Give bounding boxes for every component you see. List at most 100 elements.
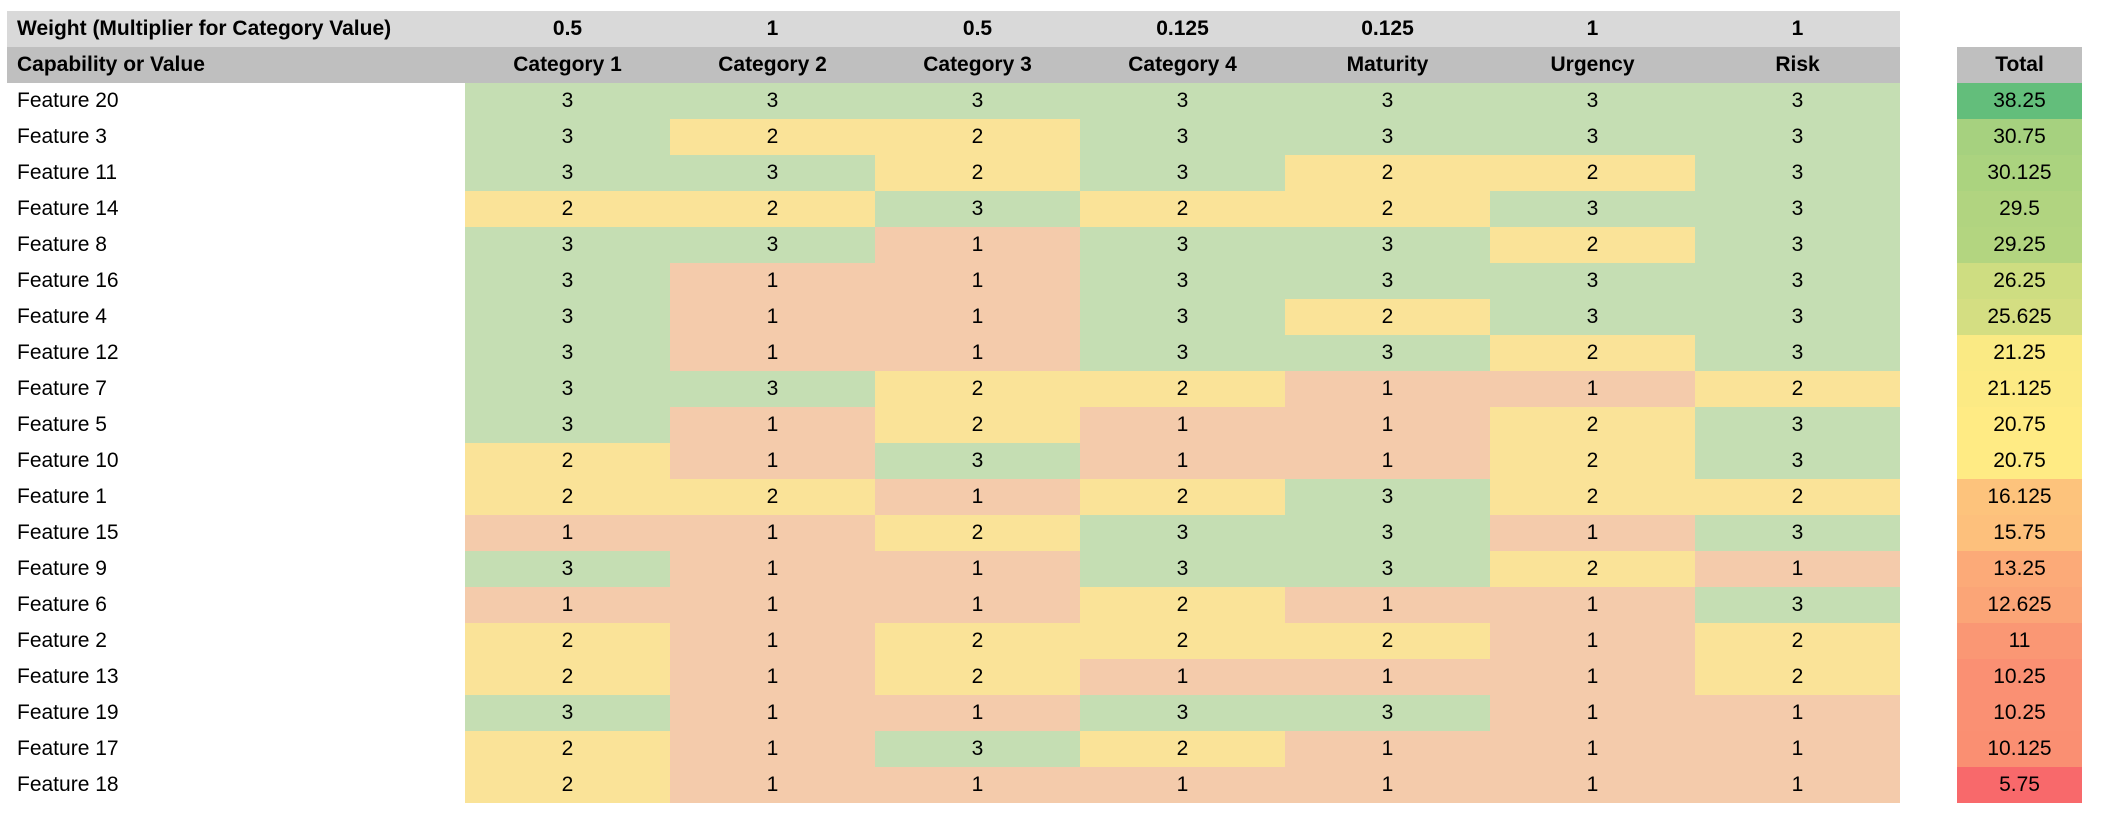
value-cell[interactable]: 1: [1490, 587, 1695, 623]
value-cell[interactable]: 2: [1080, 587, 1285, 623]
value-cell[interactable]: 3: [1285, 551, 1490, 587]
value-cell[interactable]: 2: [1490, 227, 1695, 263]
value-cell[interactable]: 1: [670, 767, 875, 803]
value-cell[interactable]: 3: [1695, 407, 1900, 443]
feature-label[interactable]: Feature 3: [17, 125, 107, 148]
value-cell[interactable]: 1: [1080, 767, 1285, 803]
value-cell[interactable]: 2: [670, 479, 875, 515]
column-header-risk[interactable]: Risk: [1695, 47, 1900, 83]
feature-label[interactable]: Feature 11: [17, 161, 118, 184]
feature-label[interactable]: Feature 9: [17, 557, 107, 580]
value-cell[interactable]: 1: [1490, 371, 1695, 407]
value-cell[interactable]: 1: [1285, 443, 1490, 479]
feature-label[interactable]: Feature 7: [17, 377, 107, 400]
feature-label[interactable]: Feature 19: [17, 701, 119, 724]
value-cell[interactable]: 3: [1080, 695, 1285, 731]
value-cell[interactable]: 2: [875, 407, 1080, 443]
value-cell[interactable]: 3: [670, 155, 875, 191]
total-cell[interactable]: 30.125: [1957, 155, 2082, 191]
value-cell[interactable]: 1: [670, 659, 875, 695]
value-cell[interactable]: 1: [1080, 407, 1285, 443]
value-cell[interactable]: 2: [875, 155, 1080, 191]
total-cell[interactable]: 5.75: [1957, 767, 2082, 803]
value-cell[interactable]: 2: [875, 119, 1080, 155]
value-cell[interactable]: 3: [1695, 155, 1900, 191]
value-cell[interactable]: 2: [465, 659, 670, 695]
value-cell[interactable]: 2: [1490, 551, 1695, 587]
weight-cell[interactable]: 0.5: [875, 11, 1080, 47]
value-cell[interactable]: 2: [875, 515, 1080, 551]
value-cell[interactable]: 1: [1695, 695, 1900, 731]
value-cell[interactable]: 3: [1490, 263, 1695, 299]
value-cell[interactable]: 3: [1285, 227, 1490, 263]
weight-cell[interactable]: 0.125: [1285, 11, 1490, 47]
value-cell[interactable]: 3: [875, 83, 1080, 119]
value-cell[interactable]: 3: [1080, 155, 1285, 191]
value-cell[interactable]: 3: [465, 83, 670, 119]
value-cell[interactable]: 3: [1080, 515, 1285, 551]
value-cell[interactable]: 2: [1490, 479, 1695, 515]
value-cell[interactable]: 2: [1490, 335, 1695, 371]
value-cell[interactable]: 3: [1695, 299, 1900, 335]
total-cell[interactable]: 11: [1957, 623, 2082, 659]
value-cell[interactable]: 1: [1695, 551, 1900, 587]
value-cell[interactable]: 1: [1285, 767, 1490, 803]
value-cell[interactable]: 3: [1695, 587, 1900, 623]
feature-label[interactable]: Feature 18: [17, 773, 119, 796]
value-cell[interactable]: 1: [1490, 695, 1695, 731]
value-cell[interactable]: 3: [465, 335, 670, 371]
column-header-category-2[interactable]: Category 2: [670, 47, 875, 83]
value-cell[interactable]: 3: [875, 191, 1080, 227]
value-cell[interactable]: 3: [465, 299, 670, 335]
value-cell[interactable]: 2: [1490, 155, 1695, 191]
value-cell[interactable]: 2: [465, 191, 670, 227]
value-cell[interactable]: 2: [1080, 479, 1285, 515]
value-cell[interactable]: 3: [1695, 515, 1900, 551]
feature-label[interactable]: Feature 4: [17, 305, 107, 328]
value-cell[interactable]: 1: [875, 335, 1080, 371]
value-cell[interactable]: 2: [875, 623, 1080, 659]
value-cell[interactable]: 1: [670, 299, 875, 335]
value-cell[interactable]: 1: [1490, 623, 1695, 659]
value-cell[interactable]: 3: [670, 371, 875, 407]
value-cell[interactable]: 1: [875, 299, 1080, 335]
value-cell[interactable]: 1: [670, 731, 875, 767]
value-cell[interactable]: 2: [1080, 623, 1285, 659]
total-cell[interactable]: 16.125: [1957, 479, 2082, 515]
value-cell[interactable]: 3: [1080, 299, 1285, 335]
value-cell[interactable]: 3: [1285, 695, 1490, 731]
value-cell[interactable]: 2: [1490, 407, 1695, 443]
value-cell[interactable]: 2: [1080, 191, 1285, 227]
value-cell[interactable]: 1: [875, 587, 1080, 623]
value-cell[interactable]: 2: [1695, 479, 1900, 515]
value-cell[interactable]: 2: [1695, 371, 1900, 407]
value-cell[interactable]: 3: [1080, 119, 1285, 155]
feature-label[interactable]: Feature 16: [17, 269, 119, 292]
value-cell[interactable]: 2: [1490, 443, 1695, 479]
value-cell[interactable]: 1: [670, 623, 875, 659]
feature-label[interactable]: Feature 1: [17, 485, 107, 508]
feature-label[interactable]: Feature 8: [17, 233, 107, 256]
value-cell[interactable]: 1: [670, 263, 875, 299]
value-cell[interactable]: 3: [465, 407, 670, 443]
value-cell[interactable]: 3: [1285, 263, 1490, 299]
value-cell[interactable]: 1: [670, 407, 875, 443]
value-cell[interactable]: 1: [1080, 659, 1285, 695]
value-cell[interactable]: 2: [1285, 623, 1490, 659]
value-cell[interactable]: 1: [670, 443, 875, 479]
weight-cell[interactable]: 1: [670, 11, 875, 47]
value-cell[interactable]: 3: [465, 695, 670, 731]
feature-label[interactable]: Feature 12: [17, 341, 119, 364]
value-cell[interactable]: 3: [465, 371, 670, 407]
value-cell[interactable]: 1: [1285, 371, 1490, 407]
value-cell[interactable]: 1: [875, 263, 1080, 299]
value-cell[interactable]: 1: [1285, 587, 1490, 623]
value-cell[interactable]: 3: [1695, 119, 1900, 155]
value-cell[interactable]: 1: [1695, 731, 1900, 767]
value-cell[interactable]: 1: [1285, 659, 1490, 695]
value-cell[interactable]: 3: [1285, 83, 1490, 119]
value-cell[interactable]: 2: [1285, 299, 1490, 335]
value-cell[interactable]: 3: [1695, 191, 1900, 227]
value-cell[interactable]: 3: [1490, 191, 1695, 227]
value-cell[interactable]: 2: [1695, 623, 1900, 659]
